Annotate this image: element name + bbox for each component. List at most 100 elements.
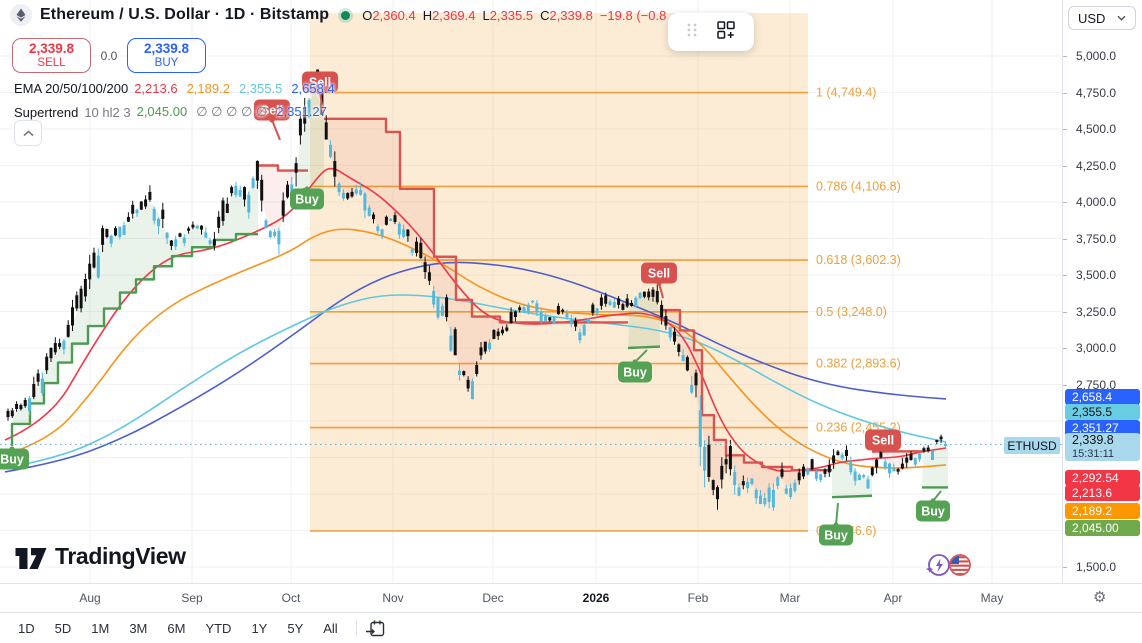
price-tick-label: 1,500.0 xyxy=(1076,560,1117,574)
tradingview-logo-text: TradingView xyxy=(55,542,186,569)
fib-level-label: 0.382 (2,893.6) xyxy=(816,357,901,371)
high-label: H xyxy=(422,7,433,23)
add-widget-icon[interactable] xyxy=(716,20,736,45)
buy-button[interactable]: 2,339.8 BUY xyxy=(127,38,206,73)
ema-legend-row[interactable]: EMA 20/50/100/200 2,213.6 2,189.2 2,355.5 2… xyxy=(14,76,344,100)
symbol-title[interactable]: Ethereum / U.S. Dollar · 1D · Bitstamp xyxy=(40,6,330,23)
buy-signal-marker[interactable]: Buy xyxy=(618,349,652,383)
sell-signal-marker[interactable]: Sell xyxy=(641,262,677,299)
change-value: −19.8 (−0.8 xyxy=(599,7,667,23)
price-tick-label: 4,250.0 xyxy=(1076,159,1117,173)
buy-price: 2,339.8 xyxy=(143,41,190,57)
price-tick-label: 4,000.0 xyxy=(1076,195,1117,209)
sell-button[interactable]: 2,339.8 SELL xyxy=(12,38,91,73)
range-button-1d[interactable]: 1D xyxy=(8,616,45,641)
currency-dropdown[interactable]: USD xyxy=(1068,6,1136,30)
supertrend-value: ∅ ∅ ∅ ∅ ∅ xyxy=(196,104,268,119)
bar-countdown: 15:31:11 xyxy=(1072,447,1115,460)
range-button-5d[interactable]: 5D xyxy=(45,616,82,641)
supertrend-lines xyxy=(10,117,948,499)
ohlc-values: O2,360.4 H2,369.4 L2,335.5 C2,339.8 −19.… xyxy=(362,8,666,23)
open-value: 2,360.4 xyxy=(372,7,416,23)
fib-level-label: 0.786 (4,106.8) xyxy=(816,179,901,193)
range-button-3m[interactable]: 3M xyxy=(119,616,157,641)
supertrend-value: 2,045.00 xyxy=(136,104,188,119)
indicator-price-label: 2,292.54 xyxy=(1065,470,1140,486)
svg-text:Sell: Sell xyxy=(309,76,331,90)
svg-text:Buy: Buy xyxy=(295,193,319,207)
open-label: O xyxy=(362,7,373,23)
supertrend-legend-row[interactable]: Supertrend 10 hl2 3 2,045.00 ∅ ∅ ∅ ∅ ∅ 2,3… xyxy=(14,100,344,124)
market-status-dot[interactable] xyxy=(341,10,351,20)
sell-label: SELL xyxy=(37,56,66,69)
sell-signal-marker[interactable]: Sell xyxy=(865,429,901,453)
svg-text:Buy: Buy xyxy=(921,505,945,519)
price-chart[interactable]: 1 (4,749.4) 0.786 (4,106.8) 0.618 (3,602.3… xyxy=(0,0,1062,583)
ema-legend-title: EMA 20/50/100/200 xyxy=(14,80,129,96)
price-tick-label: 3,250.0 xyxy=(1076,305,1117,319)
currency-label: USD xyxy=(1078,10,1106,26)
fib-level-label: 0.618 (3,602.3) xyxy=(816,253,901,267)
price-tick-label: 3,750.0 xyxy=(1076,232,1117,246)
price-tick-label: 5,000.0 xyxy=(1076,49,1117,63)
current-price-value: 2,339.8 xyxy=(1072,433,1114,448)
economic-event-icons[interactable] xyxy=(925,552,973,584)
price-tick-label: 3,000.0 xyxy=(1076,341,1117,355)
time-axis[interactable]: Aug Sep Oct Nov Dec 2026 Feb Mar Apr May ⚙ xyxy=(0,583,1142,612)
indicator-price-label: 2,045.00 xyxy=(1065,520,1140,536)
ema50-line xyxy=(4,228,947,469)
time-axis-label: Feb xyxy=(687,591,709,605)
time-axis-label: Mar xyxy=(779,591,801,605)
price-tick-label: 4,500.0 xyxy=(1076,122,1117,136)
buy-signal-marker[interactable]: Buy xyxy=(290,186,324,210)
chevron-down-icon xyxy=(1117,15,1126,21)
price-tick-label: 3,500.0 xyxy=(1076,268,1117,282)
buy-signal-marker[interactable]: Buy xyxy=(916,490,950,522)
ema-value: 2,213.6 xyxy=(134,80,178,96)
range-button-all[interactable]: All xyxy=(313,616,347,641)
collapse-legend-button[interactable] xyxy=(14,120,42,146)
svg-text:Buy: Buy xyxy=(623,366,647,380)
indicator-legend: EMA 20/50/100/200 2,213.6 2,189.2 2,355.5 2… xyxy=(14,76,344,146)
svg-text:Buy: Buy xyxy=(0,453,24,467)
fib-retracement: 1 (4,749.4) 0.786 (4,106.8) 0.618 (3,602.3… xyxy=(310,13,901,538)
us-flag-event-icon xyxy=(949,554,971,576)
ema-value: 2,658.4 xyxy=(291,80,335,96)
bottom-toolbar: 1D 5D 1M 3M 6M YTD 1Y 5Y All xyxy=(0,612,1142,643)
lightning-event-icon xyxy=(925,554,950,576)
indicator-price-label: 2,351.27 xyxy=(1065,420,1140,436)
sell-signal-marker[interactable]: Sell xyxy=(302,71,338,113)
indicator-price-label: 2,355.5 xyxy=(1065,404,1140,420)
range-button-6m[interactable]: 6M xyxy=(157,616,195,641)
low-label: L xyxy=(482,7,490,23)
fib-level-label: 1 (4,749.4) xyxy=(816,86,876,100)
chart-header: Ethereum / U.S. Dollar · 1D · Bitstamp O… xyxy=(0,0,1062,30)
sell-signal-marker[interactable]: Sell xyxy=(254,99,290,141)
indicator-price-label: 2,189.2 xyxy=(1065,503,1140,519)
price-axis[interactable]: USD 5,000.0 4,750.0 4,500.0 4,250.0 4,000.0 3… xyxy=(1062,0,1142,583)
time-axis-label: May xyxy=(980,591,1004,605)
buy-label: BUY xyxy=(154,56,179,69)
range-button-1m[interactable]: 1M xyxy=(81,616,119,641)
tradingview-logo[interactable]: TradingView xyxy=(14,541,186,571)
buy-signal-marker[interactable]: Buy xyxy=(819,502,853,546)
axis-settings-gear-icon[interactable]: ⚙ xyxy=(1093,589,1107,606)
range-button-1y[interactable]: 1Y xyxy=(241,616,277,641)
floating-toolbar xyxy=(668,13,754,51)
ema200-line xyxy=(4,261,947,473)
ema-value: 2,355.5 xyxy=(238,80,283,96)
signal-markers: Buy Sell Sell Buy Sell Buy Sell Buy Buy xyxy=(0,71,950,546)
range-button-ytd[interactable]: YTD xyxy=(195,616,241,641)
sell-price: 2,339.8 xyxy=(28,41,75,57)
ethereum-logo-icon xyxy=(10,4,32,26)
range-button-5y[interactable]: 5Y xyxy=(277,616,313,641)
buy-signal-marker[interactable]: Buy xyxy=(0,446,29,470)
price-tick-label: 4,750.0 xyxy=(1076,86,1117,100)
svg-text:Sell: Sell xyxy=(261,104,283,118)
close-label: C xyxy=(540,7,550,23)
toolbar-separator xyxy=(355,619,357,637)
go-to-date-button[interactable] xyxy=(365,619,386,641)
drag-handle-icon[interactable] xyxy=(686,22,698,43)
time-axis-label: Oct xyxy=(281,591,301,605)
